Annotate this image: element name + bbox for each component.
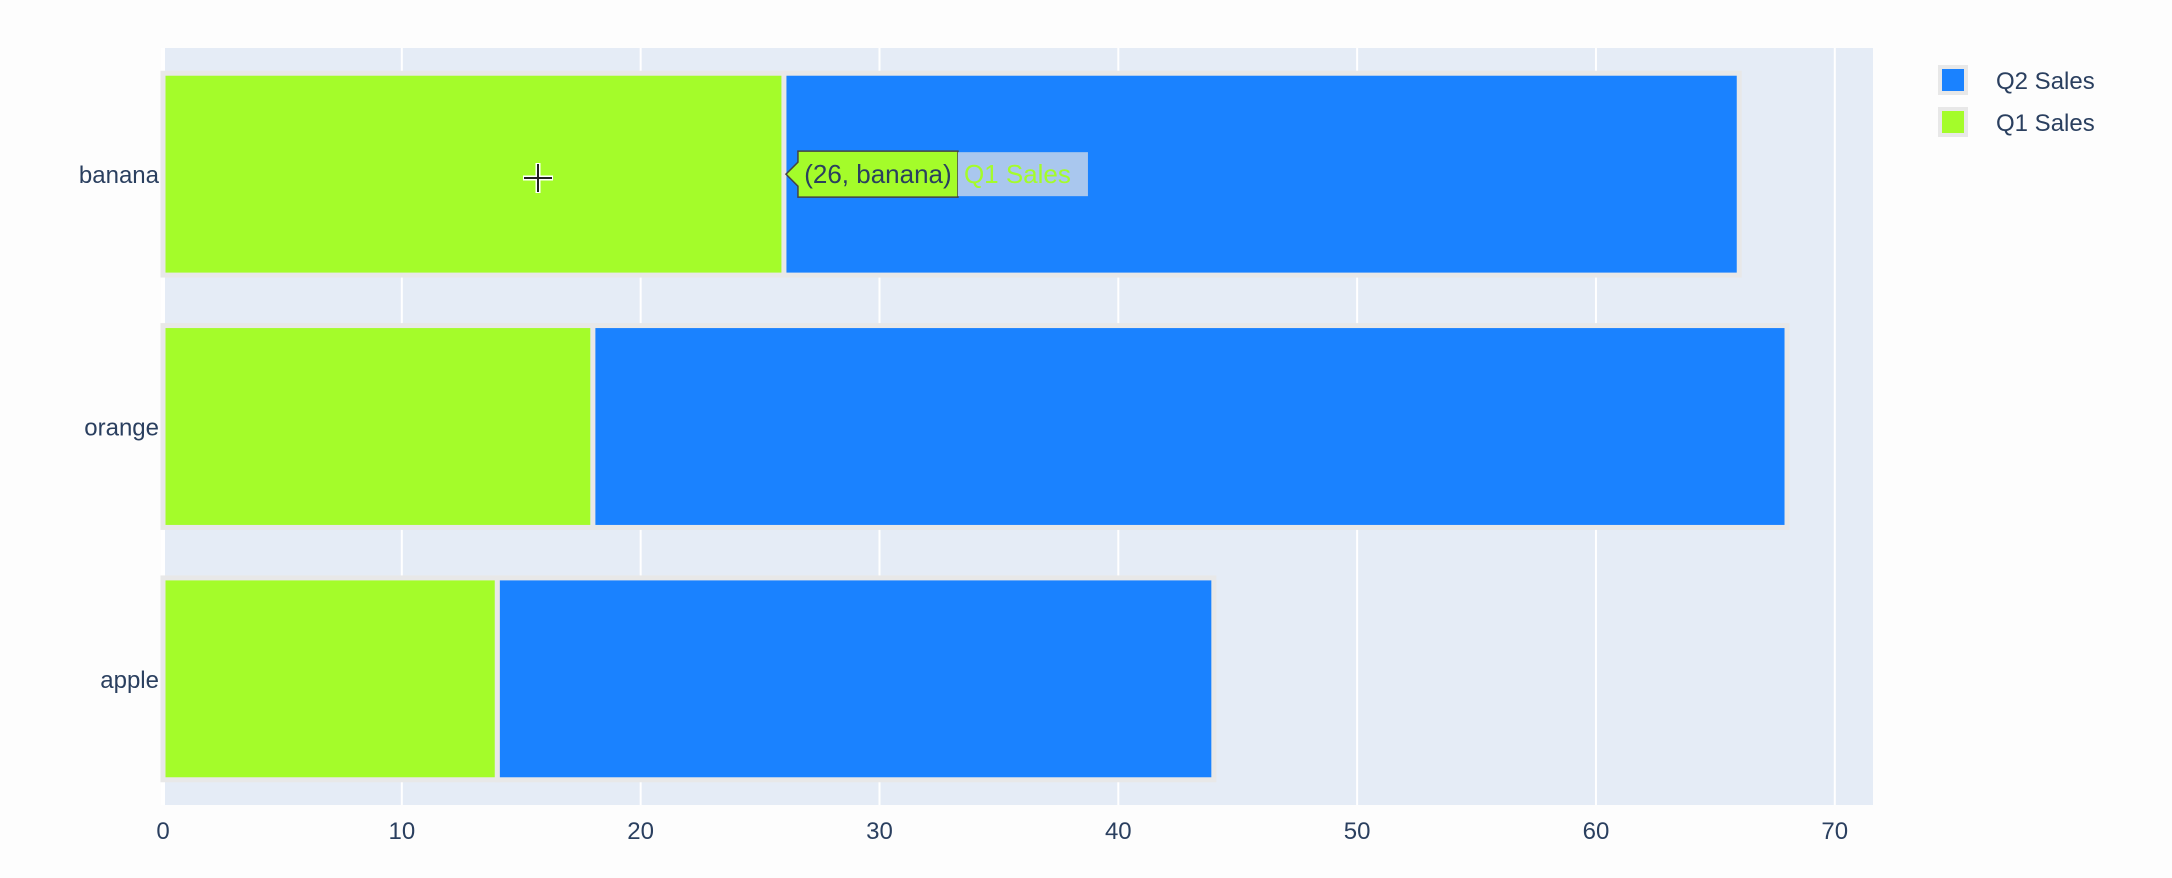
x-tick-label-30: 30 <box>866 818 893 845</box>
bar-banana-q1-sales[interactable] <box>160 70 787 278</box>
x-axis-ticks: 0 10 20 30 40 50 60 70 <box>156 818 1848 845</box>
x-tick-label-0: 0 <box>156 818 169 845</box>
bar-orange-q1-sales[interactable] <box>160 323 596 530</box>
x-tick-label-70: 70 <box>1821 818 1848 845</box>
x-tick-label-20: 20 <box>627 818 654 845</box>
bar-apple-q1-sales[interactable] <box>160 575 500 783</box>
bar-orange-q2-sales[interactable] <box>590 323 1790 530</box>
hover-series-label: Q1 Sales <box>964 159 1071 189</box>
y-tick-label-banana: banana <box>79 162 160 189</box>
legend-item-q2-sales[interactable]: Q2 Sales <box>1938 65 2095 95</box>
legend-item-q1-sales[interactable]: Q1 Sales <box>1938 107 2095 137</box>
hover-series-box <box>957 152 1088 197</box>
x-tick-label-60: 60 <box>1583 818 1610 845</box>
legend-label: Q1 Sales <box>1996 110 2095 137</box>
legend-swatch <box>1938 107 1968 137</box>
hover-tooltip: (26, banana) Q1 Sales <box>784 150 1088 198</box>
bars <box>160 70 1790 783</box>
crosshair-cursor-icon <box>523 163 553 193</box>
y-tick-label-orange: orange <box>84 415 159 442</box>
x-tick-label-10: 10 <box>388 818 415 845</box>
x-tick-label-40: 40 <box>1105 818 1132 845</box>
legend-swatch <box>1938 65 1968 95</box>
y-axis-ticks: apple orange banana <box>79 162 160 694</box>
y-tick-label-apple: apple <box>100 667 159 694</box>
bar-apple-q2-sales[interactable] <box>494 575 1217 783</box>
x-tick-label-50: 50 <box>1344 818 1371 845</box>
hover-value-label: (26, banana) <box>804 159 951 189</box>
legend-label: Q2 Sales <box>1996 68 2095 95</box>
legend: Q2 Sales Q1 Sales <box>1938 65 2095 137</box>
